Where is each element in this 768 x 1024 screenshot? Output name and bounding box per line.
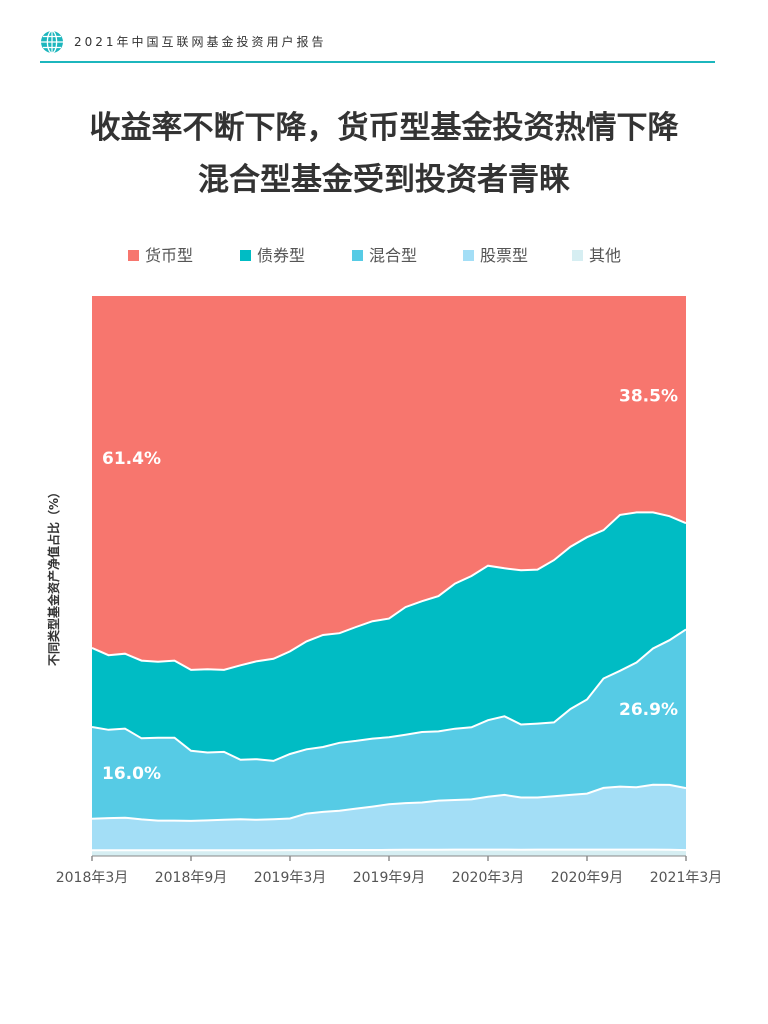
area-混合型 <box>92 629 686 821</box>
x-tick-label: 2020年3月 <box>452 870 525 886</box>
x-tick-label: 2018年9月 <box>155 870 228 886</box>
legend-swatch <box>572 250 583 261</box>
x-tick-label: 2019年3月 <box>254 870 327 886</box>
legend-swatch <box>463 250 474 261</box>
x-tick-label: 2020年9月 <box>551 870 624 886</box>
legend-swatch <box>128 250 139 261</box>
legend-label: 债券型 <box>257 246 305 265</box>
boundary-股票型 <box>91 783 687 822</box>
legend-item-股票型: 股票型 <box>463 246 528 265</box>
data-label-混合型-start: 16.0% <box>102 764 161 784</box>
chart-legend: 货币型 债券型 混合型 股票型 其他 <box>128 246 621 265</box>
chart-annotations: 61.4% 38.5% 16.0% 26.9% <box>102 387 678 784</box>
chart-areas <box>91 296 687 856</box>
x-tick-label: 2018年3月 <box>56 870 129 886</box>
legend-item-其他: 其他 <box>572 246 621 265</box>
legend-swatch <box>240 250 251 261</box>
data-label-货币型-start: 61.4% <box>102 449 161 469</box>
x-axis-ticks: 2018年3月 2018年9月 2019年3月 2019年9月 2020年3月 2020年… <box>56 855 723 886</box>
globe-icon <box>41 30 63 54</box>
area-债券型 <box>92 512 686 761</box>
page-title-line-1: 收益率不断下降，货币型基金投资热情下降 <box>89 110 679 146</box>
x-tick-label: 2021年3月 <box>650 870 723 886</box>
x-tick-label: 2019年9月 <box>353 870 426 886</box>
legend-label: 混合型 <box>369 246 417 265</box>
stacked-area-chart: 货币型 债券型 混合型 股票型 其他 不同类型基金资产净值占比（%） 61.4% 38.5… <box>46 246 723 886</box>
legend-label: 股票型 <box>480 246 528 265</box>
legend-item-混合型: 混合型 <box>352 246 417 265</box>
legend-label: 其他 <box>589 246 621 265</box>
data-label-货币型-end: 38.5% <box>619 387 678 407</box>
y-axis-title: 不同类型基金资产净值占比（%） <box>46 486 61 666</box>
data-label-混合型-end: 26.9% <box>619 700 678 720</box>
legend-item-货币型: 货币型 <box>128 246 193 265</box>
boundary-其他 <box>92 848 687 852</box>
legend-item-债券型: 债券型 <box>240 246 305 265</box>
y-axis-title-group: 不同类型基金资产净值占比（%） <box>46 486 61 666</box>
header-divider <box>40 61 715 63</box>
area-股票型 <box>92 784 686 851</box>
legend-swatch <box>352 250 363 261</box>
area-货币型 <box>92 296 686 670</box>
report-header: 2021年中国互联网基金投资用户报告 <box>40 30 715 64</box>
boundary-混合型 <box>91 628 687 762</box>
report-title: 2021年中国互联网基金投资用户报告 <box>74 35 327 49</box>
page-title-line-2: 混合型基金受到投资者青睐 <box>198 162 570 198</box>
legend-label: 货币型 <box>145 246 193 265</box>
boundary-债券型 <box>91 511 687 671</box>
